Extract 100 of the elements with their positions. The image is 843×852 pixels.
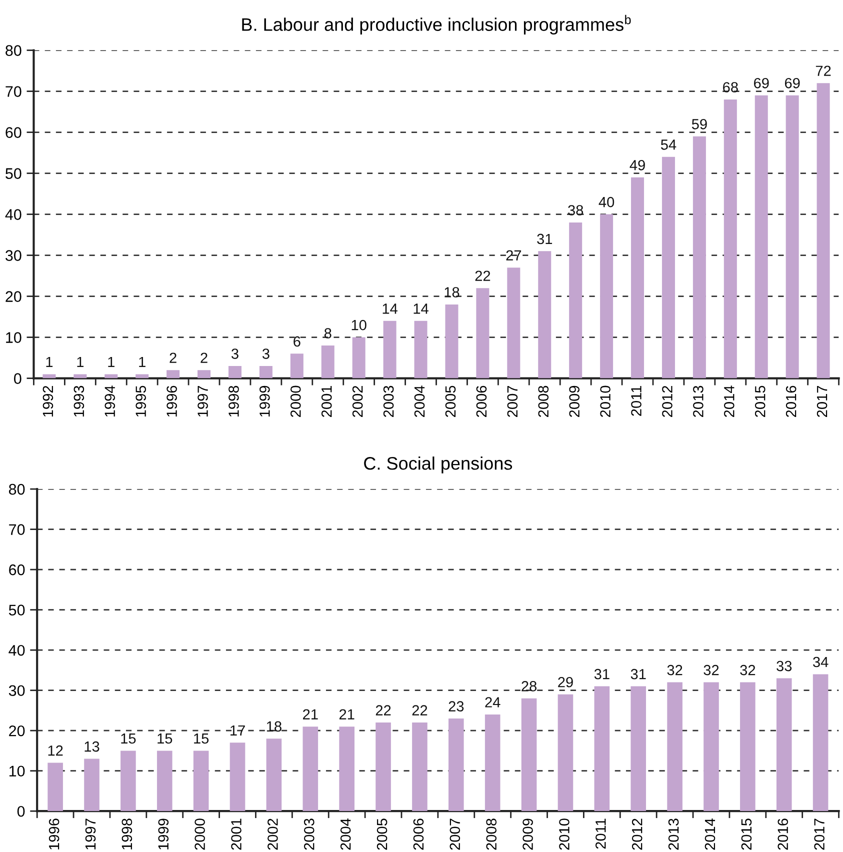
bar	[74, 374, 87, 378]
data-label: 3	[231, 348, 238, 359]
bar	[412, 722, 428, 812]
data-label: 40	[598, 196, 614, 208]
bar	[594, 686, 610, 812]
data-label: 22	[475, 270, 490, 281]
y-tick-label: 30	[8, 685, 25, 696]
bar	[569, 222, 582, 378]
y-tick-label: 20	[6, 291, 22, 302]
bar	[166, 370, 180, 378]
bar	[156, 750, 172, 812]
x-tick-label: 2008	[486, 818, 497, 850]
bar	[352, 337, 366, 378]
y-tick-label: 40	[8, 644, 25, 656]
data-label: 8	[324, 328, 332, 338]
x-tick-label: 2000	[194, 818, 205, 850]
bar	[445, 304, 458, 378]
data-label: 34	[813, 656, 828, 668]
x-tick-label: 2006	[413, 818, 424, 850]
data-label: 24	[485, 697, 500, 708]
bar	[230, 742, 246, 812]
bar	[630, 686, 646, 812]
data-label: 49	[630, 160, 645, 170]
bar	[558, 694, 574, 812]
y-tick-label: 50	[6, 168, 22, 179]
data-label: 15	[158, 733, 172, 744]
y-tick-label: 60	[6, 127, 22, 138]
x-tick-label: 1993	[74, 386, 84, 417]
data-label: 10	[352, 320, 366, 330]
data-label: 33	[776, 660, 792, 672]
data-label: 12	[48, 745, 63, 756]
data-label: 15	[194, 733, 209, 744]
x-tick-label: 2016	[786, 386, 796, 417]
x-tick-label: 1998	[122, 818, 132, 850]
x-tick-label: 2002	[352, 386, 363, 417]
bar	[786, 95, 799, 378]
data-label: 18	[444, 287, 460, 298]
data-label: 29	[558, 676, 573, 688]
data-label: 1	[139, 356, 146, 367]
data-label: 1	[77, 356, 84, 367]
data-label: 3	[262, 348, 270, 359]
x-tick-label: 1996	[166, 386, 177, 417]
data-label: 27	[506, 250, 522, 260]
data-label: 31	[630, 668, 646, 680]
x-tick-label: 2004	[414, 386, 425, 417]
bar	[383, 320, 396, 378]
data-label: 32	[667, 664, 682, 676]
y-tick-label: 30	[6, 250, 22, 261]
bar	[198, 370, 211, 378]
bar	[414, 320, 428, 378]
x-tick-label: 1996	[48, 818, 60, 850]
data-label: 14	[414, 304, 428, 314]
x-tick-label: 2004	[340, 818, 351, 850]
x-tick-label: 2016	[778, 818, 788, 850]
bar	[724, 99, 737, 378]
bar	[84, 758, 100, 812]
data-label: 21	[303, 709, 318, 720]
bar	[538, 251, 552, 378]
y-tick-label: 0	[17, 806, 25, 817]
x-tick-label: 2005	[376, 818, 388, 850]
bar	[266, 738, 282, 812]
data-label: 13	[84, 741, 100, 752]
bar	[521, 698, 537, 812]
x-tick-label: 2012	[662, 386, 672, 417]
bar	[136, 374, 149, 378]
x-tick-label: 1994	[104, 386, 116, 417]
data-label: 38	[568, 205, 584, 216]
x-tick-label: 2010	[559, 818, 570, 850]
x-tick-label: 2000	[290, 386, 301, 417]
data-label: 69	[784, 78, 800, 88]
x-tick-label: 2003	[304, 818, 314, 850]
bar	[631, 177, 644, 378]
data-label: 22	[376, 705, 391, 716]
data-label: 72	[816, 66, 831, 76]
data-label: 31	[594, 668, 610, 680]
bar	[740, 682, 756, 812]
chart-title: C. Social pensions	[364, 456, 512, 474]
data-label: 6	[294, 336, 300, 347]
data-label: 68	[723, 82, 738, 92]
x-tick-label: 2003	[383, 386, 394, 417]
bar	[507, 268, 520, 378]
bar	[692, 136, 706, 378]
x-tick-label: 2013	[693, 386, 704, 417]
data-label: 1	[46, 356, 53, 367]
data-label: 2	[170, 352, 176, 363]
data-label: 54	[660, 140, 676, 150]
x-tick-label: 2002	[268, 818, 278, 850]
data-label: 15	[121, 733, 136, 744]
bar	[302, 726, 318, 812]
x-tick-label: 2013	[668, 818, 679, 850]
y-tick-label: 50	[8, 604, 25, 616]
bar	[704, 682, 719, 812]
y-tick-label: 70	[9, 524, 25, 535]
y-tick-label: 70	[6, 86, 22, 97]
x-tick-label: 2001	[231, 818, 242, 850]
data-label: 32	[740, 664, 756, 676]
x-tick-label: 2007	[507, 386, 518, 417]
data-label: 28	[522, 681, 537, 692]
bar	[476, 288, 490, 378]
x-tick-label: 2015	[741, 818, 752, 850]
